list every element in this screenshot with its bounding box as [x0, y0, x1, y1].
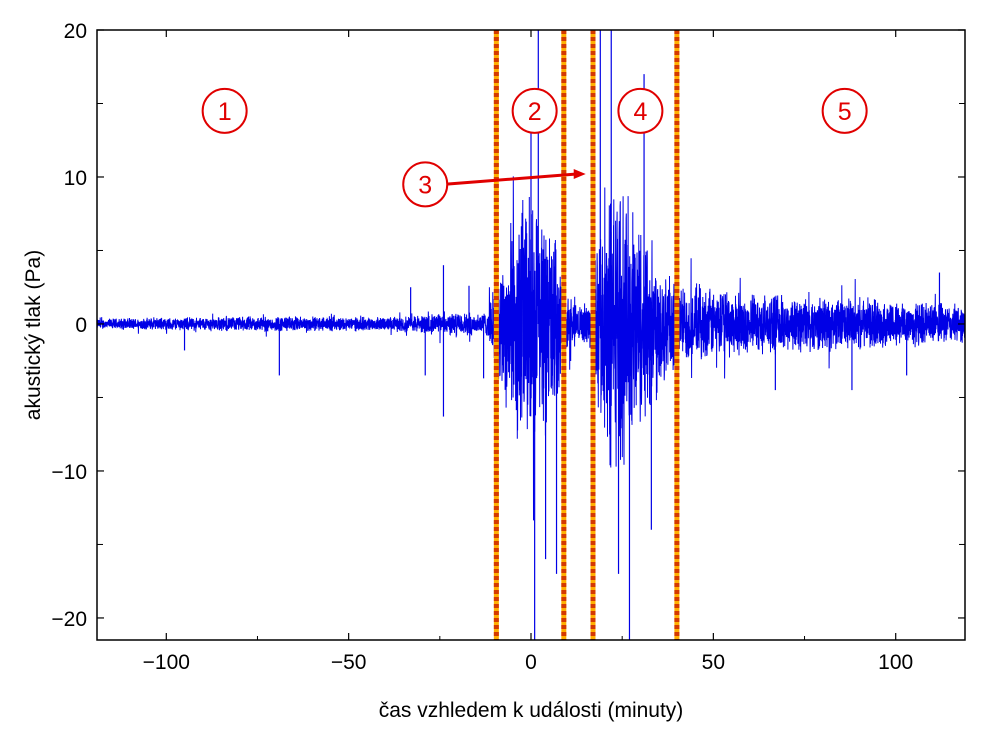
- x-tick-label: 100: [878, 651, 913, 674]
- region-annotations: 1 2 4 5 3: [201, 87, 868, 208]
- x-tick-label: −50: [331, 651, 367, 674]
- y-tick-label: 20: [64, 20, 87, 43]
- y-tick-label: 10: [64, 167, 87, 190]
- arrow-shaft: [443, 172, 577, 186]
- y-tick-label: −20: [51, 608, 87, 631]
- region-marker-circle: [511, 87, 558, 134]
- region-marker-label: 2: [528, 98, 542, 126]
- signal-trace: [96, 176, 966, 521]
- y-tick-label: −10: [51, 461, 87, 484]
- region-marker-circle: [201, 87, 248, 134]
- y-tick-label: 0: [75, 314, 87, 337]
- region-marker-label: 3: [418, 171, 432, 199]
- y-axis-title: akustický tlak (Pa): [22, 250, 45, 420]
- region-marker-circle: [617, 87, 664, 134]
- region-marker-label: 1: [218, 98, 232, 126]
- x-tick-label: 50: [702, 651, 725, 674]
- arrow-head: [573, 169, 586, 180]
- x-tick-label: −100: [143, 651, 190, 674]
- region-marker-circle: [402, 161, 449, 208]
- region-boundaries: [493, 30, 680, 640]
- region-marker-label: 4: [633, 98, 647, 126]
- pressure-signal: [96, 30, 966, 640]
- x-tick-label: 0: [525, 651, 537, 674]
- region-marker-circle: [821, 87, 868, 134]
- x-axis-title: čas vzhledem k události (minuty): [379, 699, 684, 722]
- region-marker-label: 5: [838, 98, 852, 126]
